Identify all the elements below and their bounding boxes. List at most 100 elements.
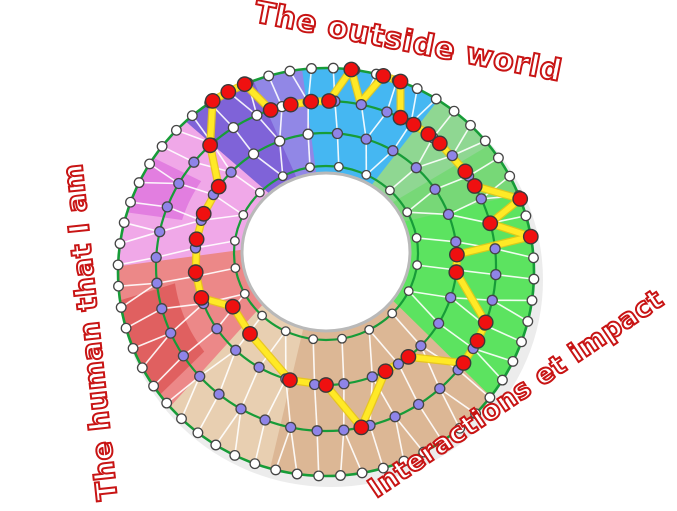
node-l2[interactable] [253,361,265,373]
node-l2[interactable] [387,145,399,157]
node-l1[interactable] [364,324,375,335]
node-l2[interactable] [445,291,457,304]
node-l1[interactable] [238,209,249,220]
node-l4[interactable] [504,170,516,182]
selected-node[interactable] [195,205,212,222]
selected-node[interactable] [220,84,237,100]
node-l3[interactable] [338,424,350,436]
node-l2[interactable] [230,344,242,356]
node-l4[interactable] [270,464,282,476]
node-l3[interactable] [177,350,190,362]
node-l3[interactable] [235,403,247,415]
node-l4[interactable] [192,427,204,439]
node-l4[interactable] [176,413,187,425]
node-l3[interactable] [188,156,200,168]
selected-node[interactable] [377,363,394,380]
node-l4[interactable] [398,455,410,467]
node-l3[interactable] [490,268,502,281]
node-l3[interactable] [251,109,263,121]
node-l2[interactable] [392,358,405,370]
selected-node[interactable] [375,68,392,84]
node-l3[interactable] [486,294,498,306]
selected-node[interactable] [204,93,221,109]
selected-node[interactable] [187,264,204,281]
selected-node[interactable] [482,215,499,232]
node-l3[interactable] [161,201,173,213]
node-l4[interactable] [144,158,156,170]
node-l4[interactable] [335,470,346,481]
node-l3[interactable] [475,193,487,205]
node-l4[interactable] [156,140,168,152]
node-l4[interactable] [114,238,126,250]
selected-node[interactable] [455,355,472,371]
node-l1[interactable] [387,308,398,319]
node-l4[interactable] [113,280,124,292]
selected-node[interactable] [431,135,448,152]
selected-node[interactable] [512,190,529,207]
node-l2[interactable] [450,236,462,248]
node-l4[interactable] [127,342,139,354]
node-l4[interactable] [436,435,448,447]
node-l4[interactable] [118,217,130,229]
node-l1[interactable] [403,286,414,297]
node-l1[interactable] [308,334,319,345]
profile-nodes[interactable] [187,61,539,436]
node-l1[interactable] [230,263,241,274]
node-l2[interactable] [442,208,455,221]
node-l1[interactable] [305,162,315,173]
node-l4[interactable] [465,119,476,131]
node-l3[interactable] [389,411,401,423]
node-l4[interactable] [229,449,241,461]
node-l4[interactable] [526,294,538,306]
node-l4[interactable] [313,470,325,482]
node-l4[interactable] [284,65,296,77]
selected-node[interactable] [210,178,227,195]
node-l2[interactable] [360,133,372,145]
node-l4[interactable] [430,93,442,105]
node-l4[interactable] [454,422,466,434]
node-l3[interactable] [227,121,240,134]
selected-node[interactable] [202,137,219,154]
node-l1[interactable] [402,207,413,218]
node-l1[interactable] [277,171,288,182]
node-l1[interactable] [239,288,250,299]
node-l1[interactable] [337,333,347,344]
node-l1[interactable] [361,169,372,180]
node-l3[interactable] [156,303,168,315]
node-l3[interactable] [446,149,458,162]
node-l3[interactable] [154,226,166,238]
node-l4[interactable] [377,462,389,474]
node-l3[interactable] [150,251,162,264]
node-l3[interactable] [151,277,163,289]
selected-node[interactable] [477,314,494,331]
node-l3[interactable] [412,398,425,411]
selected-node[interactable] [282,96,299,113]
node-l4[interactable] [112,259,124,271]
node-l3[interactable] [434,382,446,395]
node-l4[interactable] [448,105,460,117]
selected-node[interactable] [392,109,409,126]
selected-node[interactable] [224,298,241,315]
node-l3[interactable] [355,98,367,111]
node-l1[interactable] [412,260,423,271]
node-l3[interactable] [285,421,297,434]
node-l4[interactable] [528,273,540,285]
node-l3[interactable] [173,177,185,190]
node-l1[interactable] [280,326,291,337]
node-l2[interactable] [308,378,321,391]
node-l4[interactable] [210,439,222,451]
node-l1[interactable] [257,310,268,321]
node-l3[interactable] [213,388,225,400]
node-l3[interactable] [311,425,323,437]
selected-node[interactable] [448,246,465,263]
node-l2[interactable] [366,371,378,383]
selected-node[interactable] [321,93,337,109]
node-l4[interactable] [306,63,317,74]
node-l4[interactable] [120,322,132,334]
node-l1[interactable] [411,232,422,243]
selected-node[interactable] [405,116,422,133]
node-l4[interactable] [125,196,136,208]
node-l3[interactable] [489,243,501,255]
node-l4[interactable] [170,124,182,136]
node-l4[interactable] [479,135,491,147]
